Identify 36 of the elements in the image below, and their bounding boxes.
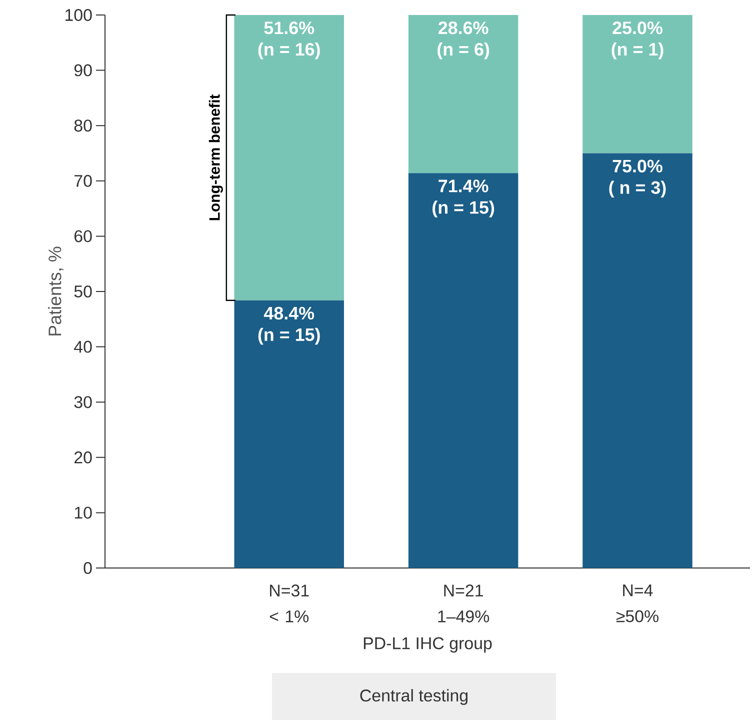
data-label: 28.6%: [438, 22, 488, 34]
data-label: 71.4%: [438, 180, 488, 192]
y-tick-label: 70: [74, 174, 92, 187]
x-axis-title: PD-L1 IHC group: [364, 637, 492, 653]
bar: [582, 14, 692, 154]
annotation: (n = 16): [258, 42, 320, 60]
bar: [234, 14, 344, 300]
y-tick-label: 60: [74, 230, 92, 242]
y-tick-label: 30: [74, 396, 92, 408]
annotation: Long-term benefit: [208, 94, 223, 220]
y-tick-label: 40: [74, 340, 92, 353]
bar: [408, 14, 518, 174]
annotation: (n = 15): [258, 328, 320, 345]
data-label: 51.6%: [264, 22, 314, 34]
data-label: 48.4%: [264, 306, 314, 320]
y-tick-label: 10: [74, 506, 92, 519]
y-tick-label: 80: [74, 120, 92, 132]
data-label: 75.0%: [612, 160, 662, 172]
annotation: ( n = 3): [609, 180, 666, 198]
y-tick-label: 0: [84, 562, 92, 574]
data-label: 25.0%: [612, 22, 662, 34]
annotation: (n = 6): [438, 42, 490, 60]
bar: [408, 173, 518, 568]
x-tick-label: N=31 < 1%: [270, 584, 309, 622]
y-tick-label: 100: [66, 8, 92, 21]
y-tick-label: 50: [74, 286, 92, 298]
y-axis-title: Patients, %: [48, 246, 64, 336]
y-tick-label: 20: [74, 451, 92, 464]
y-tick-label: 90: [74, 64, 92, 76]
x-tick-label: N=4 ≥50%: [616, 584, 658, 622]
bar: [582, 153, 692, 568]
bar: [234, 300, 344, 568]
annotation: (n = 15): [432, 200, 494, 218]
annotation: (n = 1): [612, 42, 664, 60]
x-tick-label: N=21 1–49%: [438, 584, 490, 622]
text: Central testing: [360, 689, 468, 705]
